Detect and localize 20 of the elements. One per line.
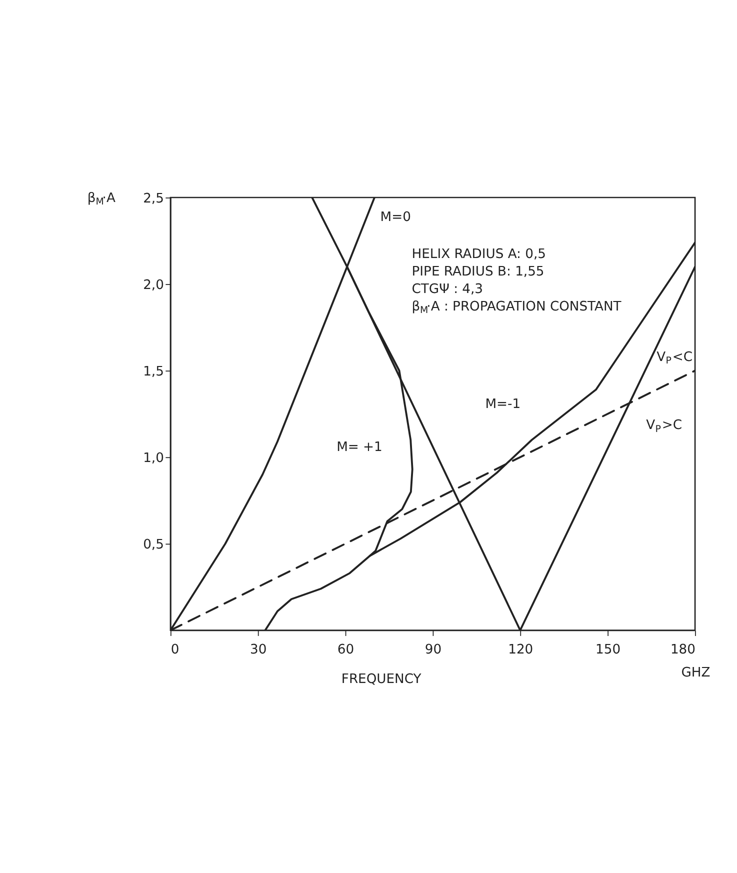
x-tick-label: 0 bbox=[170, 642, 180, 658]
annotation: CTGΨ : 4,3 bbox=[412, 282, 484, 297]
annotation: HELIX RADIUS A: 0,5 bbox=[412, 246, 546, 262]
x-tick-label: 60 bbox=[337, 642, 354, 658]
x-tick-label: 180 bbox=[670, 642, 696, 658]
x-tick-label: 90 bbox=[424, 642, 442, 658]
x-axis-title: FREQUENCY bbox=[341, 672, 422, 688]
annotation: M=0 bbox=[380, 210, 411, 226]
text: GHZ bbox=[681, 666, 710, 681]
y-tick-label: 2,0 bbox=[143, 278, 164, 293]
annotation: M= +1 bbox=[336, 440, 382, 456]
x-tick-label: 30 bbox=[250, 642, 267, 658]
y-tick-label: 0,5 bbox=[143, 538, 164, 553]
annotation: PIPE RADIUS B: 1,55 bbox=[412, 264, 544, 280]
y-tick-label: 1,5 bbox=[143, 364, 164, 380]
y-tick-label: 1,0 bbox=[143, 450, 164, 466]
y-tick-label: 2,5 bbox=[143, 191, 164, 206]
annotation: M=-1 bbox=[485, 397, 521, 412]
x-tick-label: 120 bbox=[508, 642, 534, 658]
x-tick-label: 150 bbox=[596, 642, 621, 658]
